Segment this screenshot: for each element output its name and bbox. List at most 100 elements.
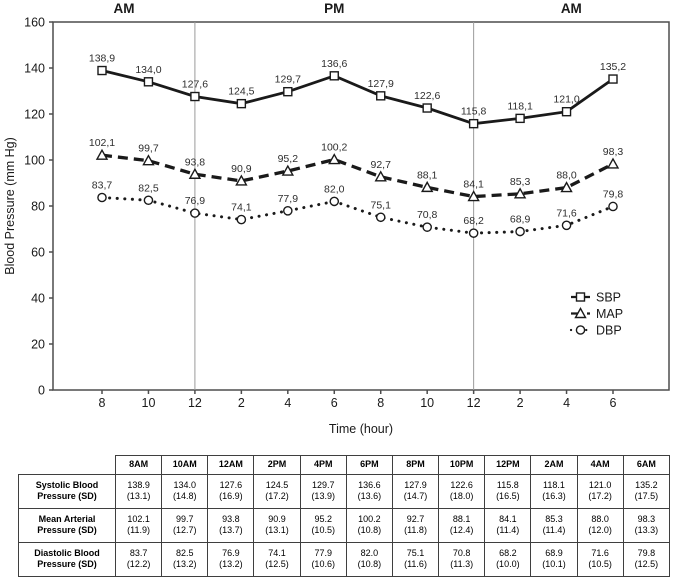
point-label: 134,0	[135, 64, 161, 76]
square-marker	[515, 113, 525, 124]
circle-marker	[97, 192, 107, 203]
sd-value: (10.8)	[357, 525, 382, 536]
mean-value: 77.9	[314, 547, 332, 558]
triangle-marker	[574, 307, 587, 319]
table-value-cell: 129.7 (13.9)	[299, 473, 347, 509]
point-label: 122,6	[414, 90, 440, 102]
point-label: 127,9	[368, 78, 394, 90]
table-value-cell: 70.8 (11.3)	[438, 541, 486, 578]
table-value-cell: 68.2 (10.0)	[484, 541, 532, 578]
table-column-header: 8PM	[391, 455, 440, 475]
table-column-header: 12AM	[207, 455, 255, 475]
table-value-cell: 99.7 (12.7)	[161, 507, 209, 543]
table-value-cell: 82.0 (10.8)	[345, 541, 393, 578]
table-value-cell: 90.9 (13.1)	[253, 507, 301, 543]
point-label: 127,6	[182, 79, 208, 91]
square-marker	[143, 77, 154, 87]
x-tick-label: 10	[420, 396, 434, 410]
sd-value: (17.5)	[634, 491, 659, 502]
circle-marker	[236, 214, 247, 225]
section-dividers	[194, 22, 475, 390]
mean-value: 71.6	[591, 547, 609, 558]
sd-value: (10.0)	[496, 559, 520, 570]
mean-value: 83.7	[129, 547, 148, 558]
mean-value: 124.5	[265, 479, 289, 490]
sd-value: (16.3)	[542, 491, 566, 502]
table-value-cell: 82.5 (13.2)	[161, 541, 209, 578]
point-label: 92,7	[371, 159, 392, 171]
mean-value: 92.7	[406, 513, 425, 524]
point-label: 88,0	[556, 170, 577, 182]
mean-value: 70.8	[452, 547, 471, 558]
point-label: 70,8	[417, 209, 438, 221]
point-label: 71,6	[556, 207, 577, 219]
circle-marker	[575, 325, 586, 335]
point-label: 75,1	[371, 199, 392, 211]
table-column-header: 6AM	[622, 455, 671, 475]
row-label-line: Pressure (SD)	[37, 525, 97, 536]
point-label: 82,0	[324, 183, 345, 195]
table-value-cell: 88.1 (12.4)	[438, 507, 486, 543]
circle-marker	[143, 195, 154, 206]
table-value-cell: 76.9 (13.2)	[207, 541, 255, 578]
sd-value: (10.8)	[357, 559, 382, 570]
square-marker	[283, 86, 293, 97]
x-tick-label: 12	[467, 396, 481, 410]
circle-marker	[561, 220, 572, 231]
table-column-header: 12PM	[484, 455, 532, 475]
point-label: 74,1	[231, 202, 252, 214]
point-label: 84,1	[463, 179, 484, 191]
sd-value: (12.2)	[126, 559, 151, 570]
triangle-marker	[188, 167, 202, 179]
sd-value: (13.9)	[311, 491, 335, 502]
mean-value: 127.9	[404, 479, 427, 490]
sd-value: (13.7)	[219, 525, 243, 536]
table-value-cell: 102.1 (11.9)	[114, 507, 163, 543]
point-label: 95,2	[278, 153, 299, 165]
point-label: 90,9	[231, 163, 252, 175]
sd-value: (12.7)	[172, 525, 197, 536]
x-tick-label: 4	[284, 396, 291, 410]
point-label: 68,2	[463, 215, 484, 227]
square-marker	[97, 65, 107, 76]
mean-value: 88.1	[452, 513, 471, 524]
point-label: 118,1	[507, 100, 533, 112]
triangle-marker	[606, 157, 620, 169]
x-axis: 8 10 12 2 4 6 8 10 12 2 4 6	[99, 390, 617, 410]
sd-value: (18.0)	[449, 491, 474, 502]
point-label: 100,2	[321, 142, 347, 154]
point-label: 82,5	[138, 182, 159, 194]
circle-marker	[468, 228, 479, 238]
mean-value: 79.8	[637, 547, 656, 558]
mean-value: 75.1	[406, 547, 425, 558]
square-marker	[422, 103, 432, 113]
sd-value: (17.2)	[588, 491, 612, 502]
mean-value: 82.0	[360, 547, 379, 558]
y-axis: 0 20 40 60 80 100 120 140 160	[24, 16, 53, 398]
table-value-cell: 136.6 (13.6)	[345, 473, 393, 509]
section-label: AM	[113, 1, 134, 16]
table-value-cell: 71.6 (10.5)	[576, 541, 624, 578]
mean-value: 74.1	[268, 547, 286, 558]
table-value-cell: 95.2 (10.5)	[299, 507, 347, 543]
mean-value: 98.3	[637, 513, 656, 524]
x-tick-label: 6	[610, 396, 617, 410]
circle-marker	[375, 212, 386, 223]
table-row: Diastolic Blood Pressure (SD) 83.7 (12.2) 82…	[18, 541, 671, 578]
square-marker	[236, 98, 247, 109]
point-label: 99,7	[138, 143, 159, 155]
triangle-marker	[95, 148, 109, 160]
triangle-marker	[281, 164, 295, 176]
mean-value: 82.5	[175, 547, 194, 558]
table-value-cell: 115.8 (16.5)	[484, 473, 532, 509]
triangle-marker	[142, 154, 155, 166]
table-value-cell: 127.6 (16.9)	[207, 473, 255, 509]
sd-value: (17.2)	[265, 491, 289, 502]
sd-value: (13.2)	[172, 559, 197, 570]
table-value-cell: 74.1 (12.5)	[253, 541, 301, 578]
blood-pressure-chart: AM PM AM 0 20 40 60 80 100 120 140 160 Blood Pressur…	[3, 1, 670, 436]
mean-value: 102.1	[127, 513, 150, 524]
table-row: Mean Arterial Pressure (SD) 102.1 (11.9) 99.…	[18, 507, 671, 543]
table-value-cell: 75.1 (11.6)	[391, 541, 440, 578]
sd-value: (11.4)	[542, 525, 566, 536]
